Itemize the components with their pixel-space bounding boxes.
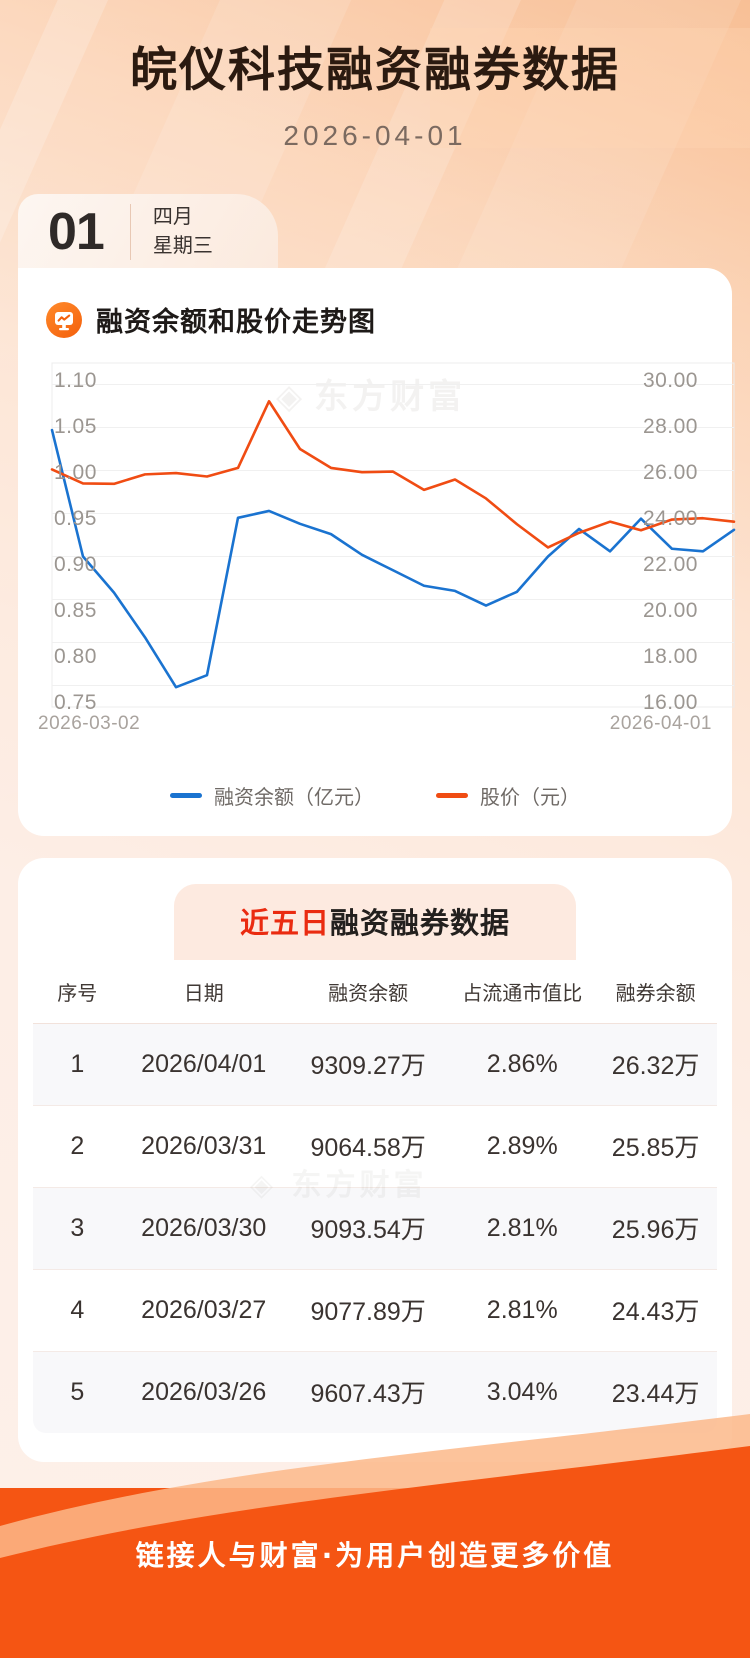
right-axis-tick-5: 20.00 [642,599,698,623]
cell-ratio: 3.04% [450,1351,595,1434]
date-tab-day: 01 [48,203,105,262]
cell-securities-balance: 23.44万 [594,1351,717,1434]
footer-slogan: 链接人与财富·为用户创造更多价值 [135,1539,615,1572]
right-axis-tick-1: 28.00 [642,415,698,439]
left-axis-tick-0: 1.10 [54,369,97,393]
cell-financing-balance: 9093.54万 [285,1187,451,1271]
cell-securities-balance: 25.96万 [594,1187,717,1271]
left-axis-tick-3: 0.95 [54,507,97,531]
chart-plot-area: ◈ 东方财富 1.10 1.05 1.00 0.95 0.90 0.85 0.80… [38,361,736,734]
table-header-row: 序号 日期 融资余额 占流通市值比 融券余额 [33,961,717,1025]
page-footer: 链接人与财富·为用户创造更多价值 [0,1408,750,1658]
legend-item-price: 股价（元） [436,781,580,810]
chart-canvas [50,362,736,708]
table-title-highlight: 近五日 [239,906,330,941]
footer-wave [0,1414,750,1658]
margin-trading-table: 序号 日期 融资余额 占流通市值比 融券余额 1 2026/04/01 9309.2… [32,960,718,1435]
cell-financing-balance: 9309.27万 [285,1023,451,1107]
table-row[interactable]: 5 2026/03/26 9607.43万 3.04% 23.44万 [33,1351,717,1434]
left-axis-tick-2: 1.00 [54,461,97,485]
table-panel: 近五日融资融券数据 序号 日期 融资余额 占流通市值比 融券余额 1 2026/0… [18,858,732,1463]
table-title-rest: 融资融券数据 [330,906,511,941]
chart-legend: 融资余额（亿元） 股价（元） [18,781,732,810]
cell-ratio: 2.81% [450,1187,595,1271]
left-axis-tick-7: 0.75 [54,691,97,715]
x-axis-end-label: 2026-04-01 [609,713,712,735]
cell-financing-balance: 9607.43万 [285,1351,451,1434]
page-title: 皖仪科技融资融券数据 [130,43,620,98]
table-row[interactable]: 4 2026/03/27 9077.89万 2.81% 24.43万 [33,1269,717,1353]
right-axis-tick-4: 22.00 [642,553,698,577]
cell-securities-balance: 25.85万 [594,1105,717,1189]
right-axis-tick-6: 18.00 [642,645,698,669]
date-tab-divider [129,204,131,261]
cell-ratio: 2.86% [450,1023,595,1107]
cell-securities-balance: 24.43万 [594,1269,717,1353]
cell-index: 5 [33,1351,122,1434]
right-axis-tick-3: 24.00 [642,507,698,531]
right-axis-tick-0: 30.00 [642,369,698,393]
column-header-balance: 融资余额 [285,961,451,1025]
legend-label-financing: 融资余额（亿元） [214,787,374,810]
legend-swatch-price [436,793,468,799]
cell-ratio: 2.81% [450,1269,595,1353]
column-header-securities: 融券余额 [594,961,717,1025]
column-header-ratio: 占流通市值比 [450,961,595,1025]
legend-swatch-financing [170,793,202,799]
table-row[interactable]: 2 2026/03/31 9064.58万 2.89% 25.85万 [33,1105,717,1189]
column-header-index: 序号 [33,961,122,1025]
legend-label-price: 股价（元） [480,787,580,810]
column-header-date: 日期 [121,961,286,1025]
left-axis-tick-1: 1.05 [54,415,97,439]
date-tab: 01 四月 星期三 [18,194,278,269]
chart-header: 融资余额和股价走势图 [18,292,732,339]
chart-watermark: ◈ 东方财富 [276,377,467,418]
left-axis-tick-4: 0.90 [54,553,97,577]
cell-date: 2026/03/30 [121,1187,286,1271]
cell-ratio: 2.89% [450,1105,595,1189]
cell-index: 1 [33,1023,122,1107]
table-row[interactable]: 1 2026/04/01 9309.27万 2.86% 26.32万 [33,1023,717,1107]
x-axis-start-label: 2026-03-02 [38,713,141,735]
right-axis-tick-7: 16.00 [642,691,698,715]
cell-date: 2026/03/31 [121,1105,286,1189]
table-body: 1 2026/04/01 9309.27万 2.86% 26.32万 2 2026/03/3… [33,1023,717,1434]
trend-monitor-icon [46,301,82,338]
series-line-financing [50,428,736,689]
series-line-price [50,400,736,549]
cell-index: 2 [33,1105,122,1189]
cell-financing-balance: 9077.89万 [285,1269,451,1353]
legend-item-financing: 融资余额（亿元） [170,781,374,810]
page-header: 皖仪科技融资融券数据 2026-04-01 [0,0,750,152]
cell-date: 2026/03/27 [121,1269,286,1353]
page-subtitle-date: 2026-04-01 [283,120,467,152]
cell-date: 2026/04/01 [121,1023,286,1107]
cell-securities-balance: 26.32万 [594,1023,717,1107]
cell-index: 3 [33,1187,122,1271]
cell-date: 2026/03/26 [121,1351,286,1434]
cell-index: 4 [33,1269,122,1353]
right-axis-tick-2: 26.00 [642,461,698,485]
cell-financing-balance: 9064.58万 [285,1105,451,1189]
table-row[interactable]: 3 2026/03/30 9093.54万 2.81% 25.96万 [33,1187,717,1271]
chart-panel: 融资余额和股价走势图 ◈ 东方财富 1.10 1.05 1.00 0.95 0.9… [18,268,736,837]
date-tab-weekday: 星期三 [152,235,213,258]
chart-title: 融资余额和股价走势图 [96,307,376,339]
date-tab-wrapper: 01 四月 星期三 [0,194,750,269]
table-title: 近五日融资融券数据 [173,884,577,961]
left-axis-tick-5: 0.85 [54,599,97,623]
date-tab-month: 四月 [152,206,193,229]
left-axis-tick-6: 0.80 [54,645,97,669]
